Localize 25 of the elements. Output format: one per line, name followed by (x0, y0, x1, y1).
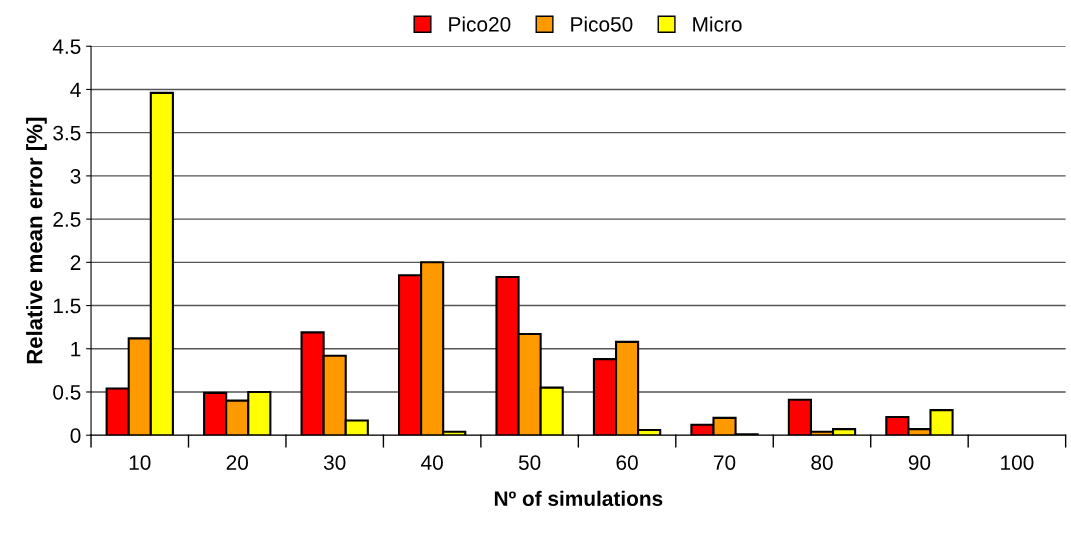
legend-label: Micro (693, 16, 742, 32)
x-tick-label: 40 (421, 455, 443, 470)
y-tick-label: 3 (70, 168, 81, 184)
x-axis-title: Nº of simulations (494, 490, 663, 507)
y-tick-label: 1 (71, 341, 81, 357)
x-tick-label: 90 (908, 455, 931, 470)
y-tick-label: 4.5 (52, 39, 81, 54)
x-tick-label: 70 (714, 455, 736, 470)
y-tick-label: 2 (70, 255, 81, 270)
x-tick-label: 50 (518, 455, 541, 470)
legend-label: Pico20 (449, 16, 511, 32)
x-tick-label: 60 (616, 455, 638, 470)
x-tick-label: 100 (1001, 455, 1034, 470)
y-tick-label: 3.5 (53, 125, 81, 141)
y-tick-label: 0.5 (53, 384, 81, 400)
y-tick-label: 1.5 (53, 298, 81, 314)
y-axis-title: Relative mean error [%] (26, 117, 47, 364)
x-tick-label: 80 (811, 455, 833, 470)
y-tick-label: 4 (70, 82, 81, 98)
y-tick-label: 0 (70, 428, 81, 443)
x-tick-label: 10 (129, 455, 151, 470)
y-tick-label: 2.5 (53, 212, 81, 227)
x-tick-label: 30 (323, 455, 346, 470)
legend-label: Pico50 (571, 16, 633, 32)
x-tick-label: 20 (226, 455, 248, 470)
